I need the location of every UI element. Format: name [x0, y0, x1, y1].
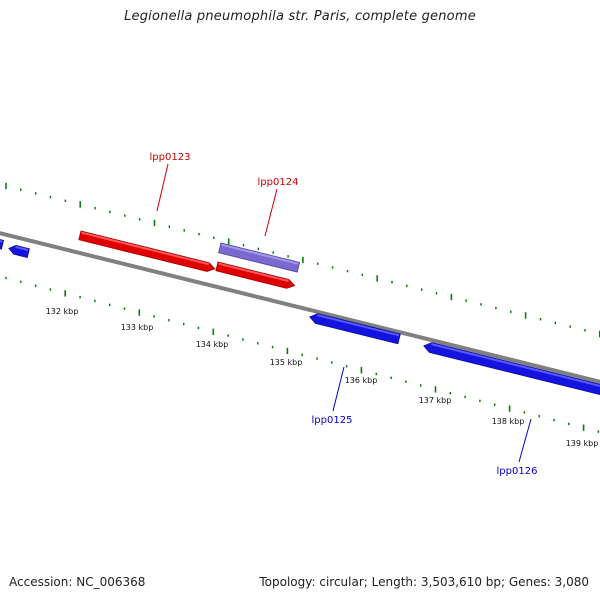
scale-label-136kbp: 136 kbp	[345, 376, 378, 385]
scale-label-138kbp: 138 kbp	[492, 417, 525, 426]
lpp0126-label[interactable]: lpp0126	[497, 466, 538, 477]
edge-reverse-gene-arrow-highlight	[0, 238, 3, 243]
edge-reverse-gene-arrow-body	[0, 237, 5, 250]
lpp0125-gene-arrow-highlight	[317, 314, 400, 337]
lpp0126-callout-line	[518, 418, 532, 463]
scale-label-134kbp: 134 kbp	[196, 340, 229, 349]
lpp0123-gene-arrow-highlight	[81, 231, 210, 266]
scale-label-139kbp: 139 kbp	[566, 439, 599, 448]
purple-feature-block-body	[218, 242, 301, 273]
lpp0124-label[interactable]: lpp0124	[258, 177, 299, 188]
lpp0124-callout-line	[264, 188, 278, 237]
purple-feature-block[interactable]	[218, 242, 301, 273]
lpp0125-gene-arrow[interactable]	[309, 312, 401, 345]
lpp0126-gene-arrow-highlight	[431, 343, 600, 389]
scale-label-137kbp: 137 kbp	[419, 396, 452, 405]
lpp0126-gene-arrow-body	[423, 342, 600, 397]
scale-label-132kbp: 132 kbp	[46, 307, 79, 316]
map-title: Legionella pneumophila str. Paris, compl…	[124, 9, 476, 24]
purple-feature-block-highlight	[221, 243, 299, 265]
lpp0126-gene-arrow[interactable]	[423, 341, 600, 397]
lpp0124-gene-arrow-highlight	[218, 262, 289, 282]
lpp0125-label[interactable]: lpp0125	[312, 415, 353, 426]
edge-reverse-gene-arrow[interactable]	[0, 237, 5, 250]
scale-labels: 132 kbp 133 kbp 134 kbp 135 kbp 136 kbp …	[46, 307, 599, 448]
left-reverse-gene-arrow-body	[8, 245, 30, 259]
accession-text: Accession: NC_006368	[9, 575, 146, 589]
lpp0124-gene-arrow[interactable]	[215, 261, 296, 290]
lpp0123-callout-line	[156, 163, 169, 212]
lpp0123-gene-arrow[interactable]	[78, 230, 216, 273]
scale-label-133kbp: 133 kbp	[121, 323, 154, 332]
left-reverse-gene-arrow-highlight	[15, 245, 29, 251]
lpp0125-callout-line	[332, 366, 345, 412]
gene-label-callouts: lpp0123 lpp0124 lpp0125 lpp0126	[150, 152, 538, 477]
left-reverse-gene-arrow[interactable]	[8, 244, 30, 259]
backbone-layer	[0, 231, 600, 384]
genome-stats-text: Topology: circular; Length: 3,503,610 bp…	[259, 575, 589, 589]
tick-marks	[5, 182, 600, 433]
lpp0125-gene-arrow-body	[309, 313, 401, 345]
genome-backbone	[0, 231, 600, 384]
scale-label-135kbp: 135 kbp	[270, 358, 303, 367]
lpp0123-label[interactable]: lpp0123	[150, 152, 191, 163]
gene-features	[0, 230, 600, 397]
